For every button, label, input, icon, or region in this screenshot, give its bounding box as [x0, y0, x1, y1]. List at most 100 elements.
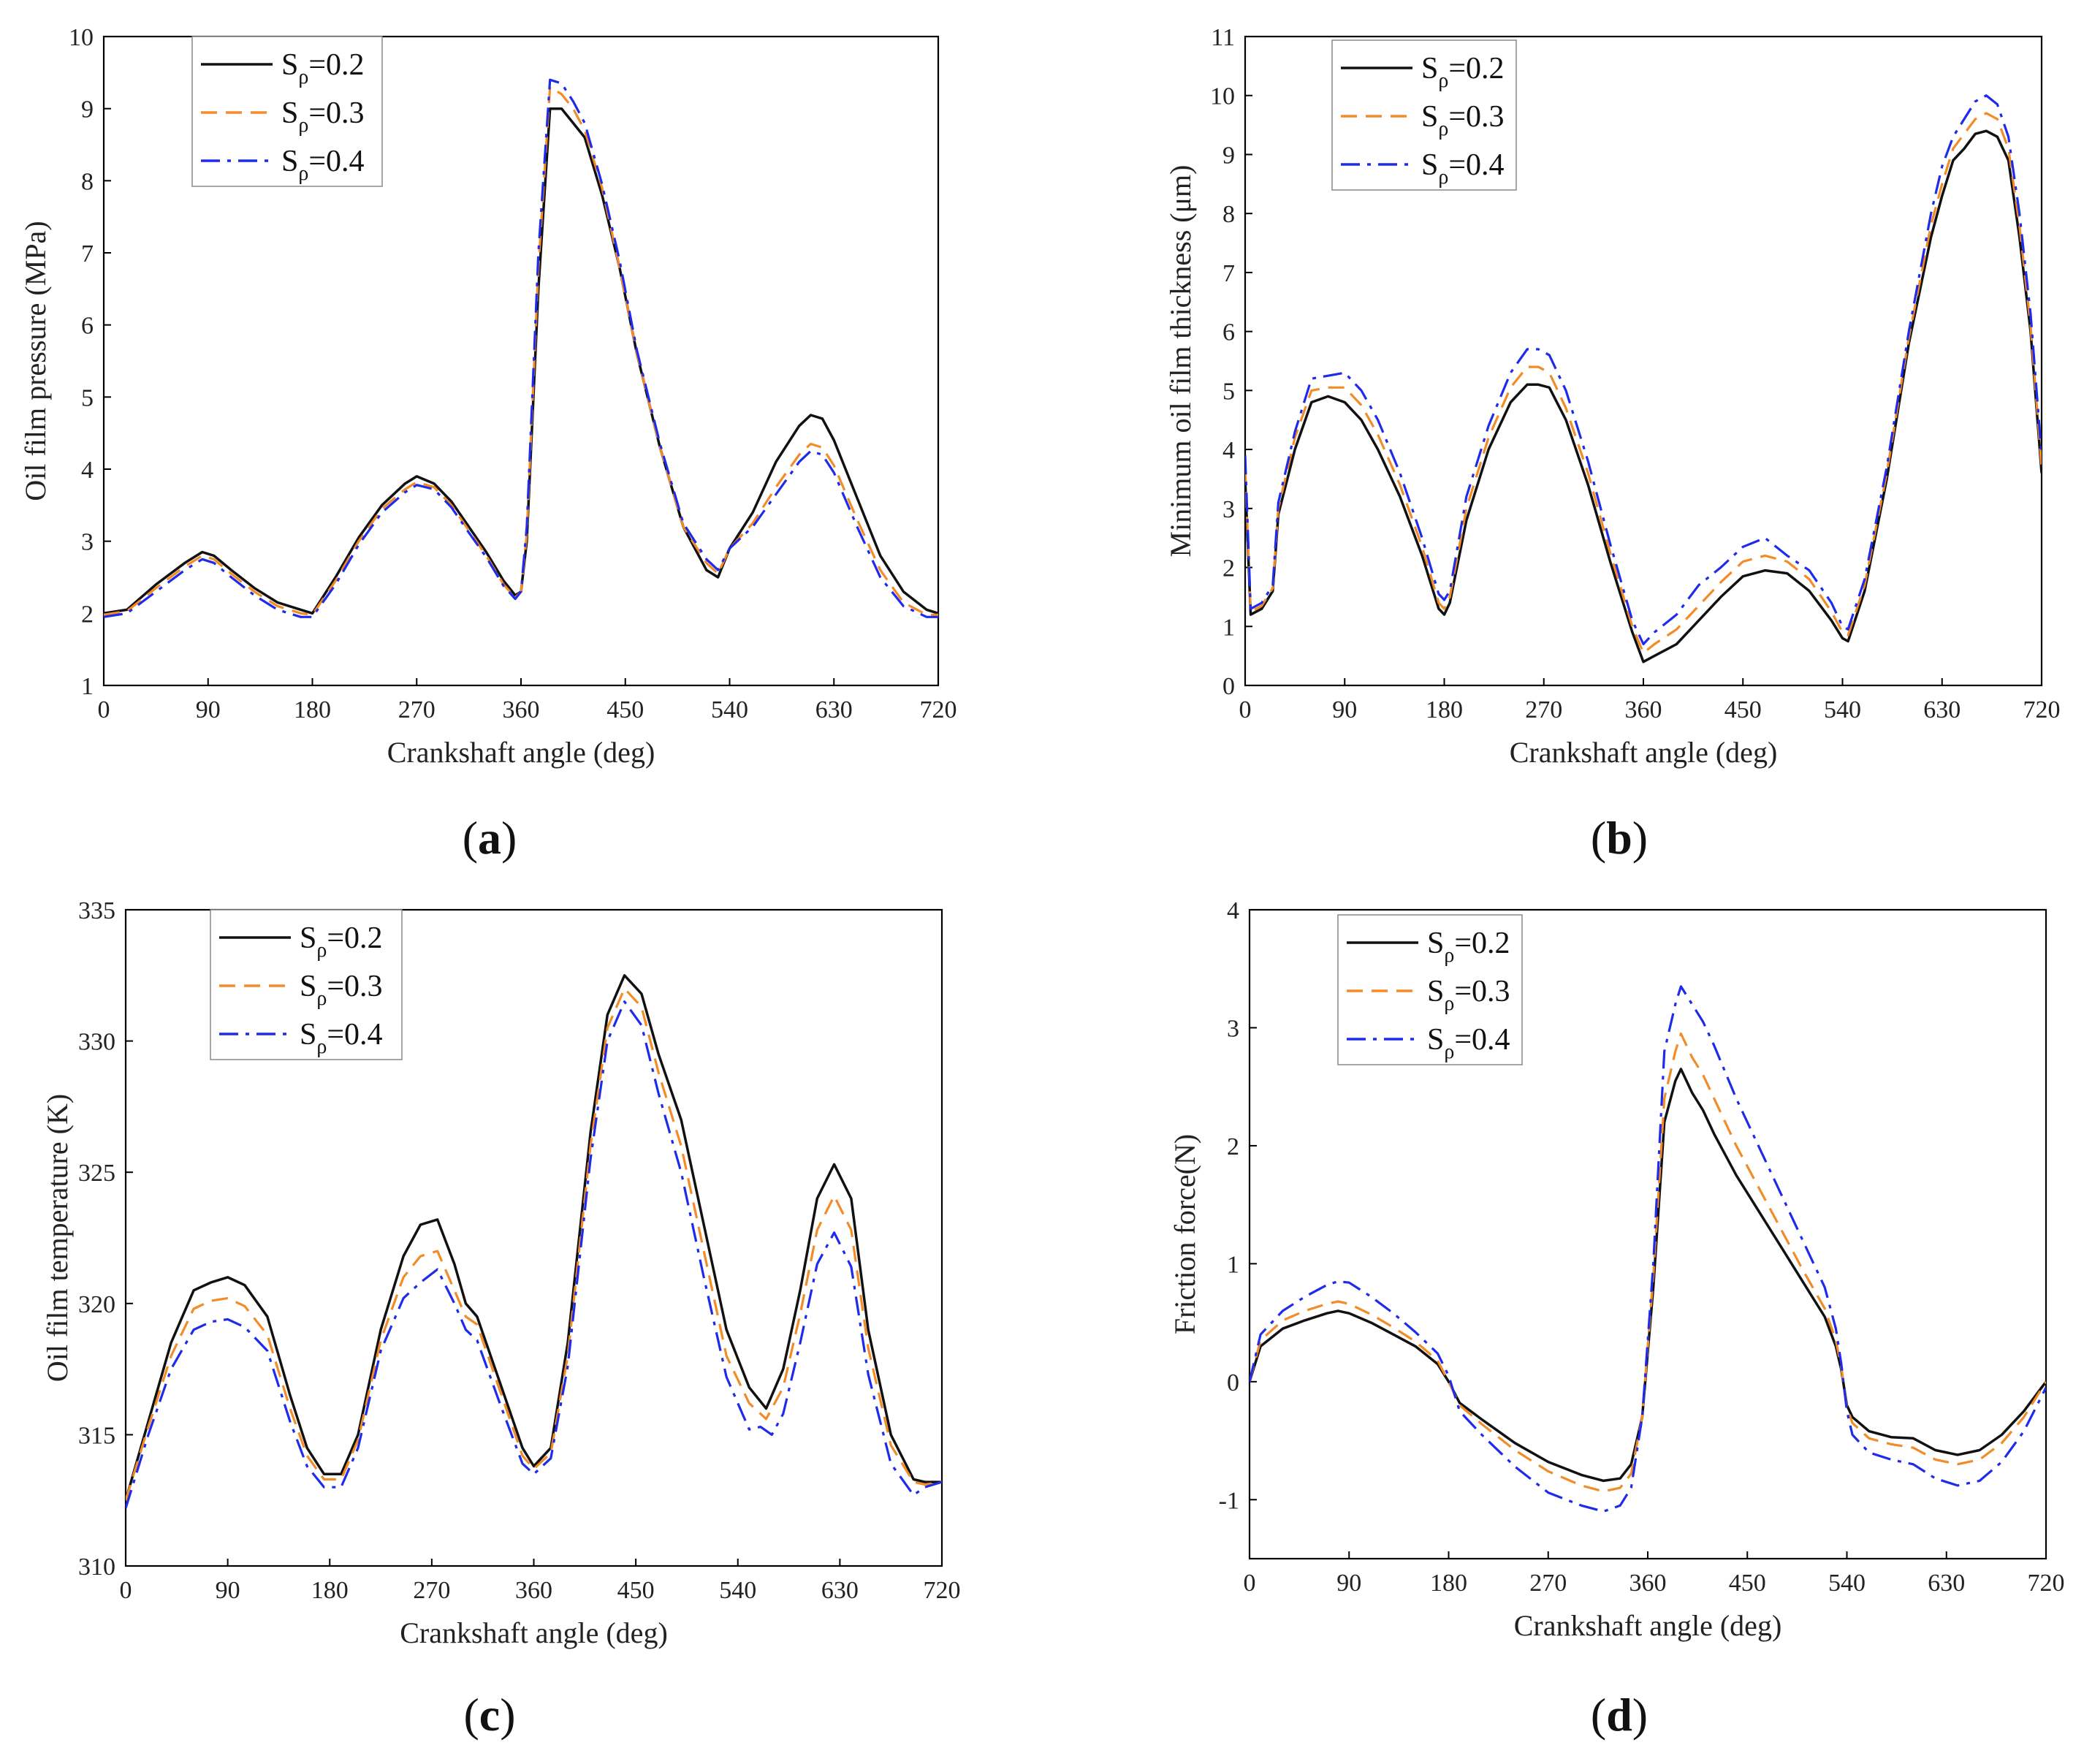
panel-label-d: (d)	[1590, 1689, 1648, 1741]
legend-box	[1337, 914, 1523, 1065]
y-tick-label: 7	[1222, 260, 1235, 287]
x-tick-label: 540	[1824, 696, 1861, 723]
x-tick-label: 720	[924, 1577, 961, 1604]
x-axis-title: Crankshaft angle (deg)	[1510, 736, 1778, 769]
x-tick-label: 90	[1332, 696, 1357, 723]
x-tick-label: 360	[1625, 696, 1662, 723]
series-line-dash	[1250, 1032, 2046, 1493]
legend-entry: Sρ=0.3	[1421, 100, 1505, 140]
x-tick-label: 630	[1923, 696, 1961, 723]
x-tick-label: 270	[398, 696, 436, 723]
y-tick-label: -1	[1219, 1487, 1239, 1514]
x-tick-label: 630	[815, 696, 853, 723]
x-tick-label: 180	[1426, 696, 1463, 723]
y-tick-label: 2	[1222, 555, 1235, 582]
legend-entry: Sρ=0.4	[300, 1018, 383, 1058]
y-tick-label: 7	[81, 240, 94, 267]
y-tick-label: 3	[1227, 1015, 1239, 1042]
x-tick-label: 720	[2028, 1570, 2065, 1597]
legend-box	[1331, 39, 1517, 191]
y-tick-label: 325	[78, 1160, 115, 1187]
series-line-dashdot	[1250, 985, 2046, 1513]
x-tick-label: 630	[1928, 1570, 1965, 1597]
x-tick-label: 540	[1828, 1570, 1866, 1597]
panel-label-b: (b)	[1590, 812, 1648, 864]
y-tick-label: 10	[69, 24, 94, 51]
x-tick-label: 180	[1430, 1570, 1467, 1597]
legend-entry: Sρ=0.4	[1427, 1023, 1510, 1063]
panel-label-a: (a)	[462, 812, 517, 864]
legend-entry: Sρ=0.3	[300, 970, 383, 1010]
x-tick-label: 450	[1729, 1570, 1766, 1597]
x-tick-label: 270	[413, 1577, 450, 1604]
y-tick-label: 310	[78, 1554, 115, 1581]
legend-entry: Sρ=0.4	[281, 145, 365, 185]
y-tick-label: 4	[1227, 897, 1239, 924]
y-tick-label: 8	[1222, 201, 1235, 228]
x-tick-label: 360	[503, 696, 540, 723]
legend-entry: Sρ=0.3	[281, 96, 365, 137]
y-axis-title: Minimum oil film thickness (μm)	[1164, 165, 1197, 558]
legend-entry: Sρ=0.2	[1427, 927, 1510, 967]
y-tick-label: 3	[1222, 496, 1235, 523]
legend-box	[191, 36, 383, 187]
y-tick-label: 10	[1210, 83, 1235, 110]
y-tick-label: 4	[1222, 437, 1235, 464]
chart-d: 0 90 180 270 360 450 540 630 720 -1 0 1 2 3 4 Crankshaf…	[1168, 897, 2065, 1642]
x-tick-label: 540	[719, 1577, 756, 1604]
chart-b: 0 90 180 270 360 450 540 630 720 0 1 2 3 4 5 6 7 8 9 10 11 Cr…	[1164, 24, 2061, 769]
chart-a: 0 90 180 270 360 450 540 630 720 1 2 3 4 5 6 7 8 9 10 Crank…	[19, 24, 957, 769]
y-tick-label: 4	[81, 457, 94, 484]
series-line-dashdot	[104, 78, 938, 618]
y-tick-label: 1	[81, 673, 94, 700]
legend-entry: Sρ=0.4	[1421, 148, 1505, 189]
series-line-solid	[1250, 1068, 2046, 1483]
y-tick-label: 315	[78, 1422, 115, 1449]
x-tick-label: 0	[1244, 1570, 1256, 1597]
y-tick-label: 1	[1222, 614, 1235, 641]
x-tick-label: 360	[1629, 1570, 1667, 1597]
x-tick-label: 90	[216, 1577, 240, 1604]
panel-label-c: (c)	[463, 1689, 516, 1741]
series-line-dash	[104, 85, 938, 616]
y-tick-label: 2	[81, 601, 94, 628]
chart-c: 0 90 180 270 360 450 540 630 720 310 315 320 325 330 3…	[41, 897, 961, 1649]
y-tick-label: 9	[1222, 142, 1235, 169]
series-line-solid	[1245, 129, 2042, 664]
y-tick-label: 5	[81, 384, 94, 411]
y-axis-title: Friction force(N)	[1168, 1134, 1201, 1334]
x-tick-label: 630	[821, 1577, 859, 1604]
series-line-dashdot	[1245, 94, 2042, 646]
x-axis-title: Crankshaft angle (deg)	[387, 736, 655, 769]
x-tick-label: 270	[1525, 696, 1562, 723]
y-tick-label: 1	[1227, 1251, 1239, 1278]
y-tick-label: 320	[78, 1291, 115, 1318]
x-tick-label: 540	[711, 696, 748, 723]
series-line-dash	[1245, 112, 2042, 655]
y-axis-title: Oil film temperature (K)	[41, 1094, 74, 1382]
x-tick-label: 90	[196, 696, 221, 723]
y-tick-label: 330	[78, 1029, 115, 1056]
x-tick-label: 0	[1239, 696, 1252, 723]
x-tick-label: 90	[1336, 1570, 1361, 1597]
y-tick-label: 3	[81, 529, 94, 556]
y-tick-label: 6	[81, 313, 94, 340]
x-tick-label: 720	[2023, 696, 2061, 723]
y-tick-label: 0	[1222, 673, 1235, 700]
y-tick-label: 9	[81, 96, 94, 123]
y-tick-label: 11	[1211, 24, 1235, 51]
x-axis-title: Crankshaft angle (deg)	[1514, 1609, 1782, 1642]
series-line-dash	[126, 987, 942, 1501]
x-tick-label: 180	[311, 1577, 349, 1604]
y-tick-label: 2	[1227, 1133, 1239, 1160]
y-tick-label: 8	[81, 168, 94, 195]
y-tick-label: 0	[1227, 1369, 1239, 1396]
x-tick-label: 270	[1529, 1570, 1567, 1597]
y-tick-label: 335	[78, 897, 115, 924]
x-tick-label: 180	[294, 696, 331, 723]
legend-entry: Sρ=0.2	[281, 48, 365, 88]
y-tick-label: 6	[1222, 319, 1235, 346]
series-line-dashdot	[126, 1000, 942, 1509]
y-axis-title: Oil film pressure (MPa)	[19, 221, 52, 501]
legend-entry: Sρ=0.2	[300, 921, 383, 962]
